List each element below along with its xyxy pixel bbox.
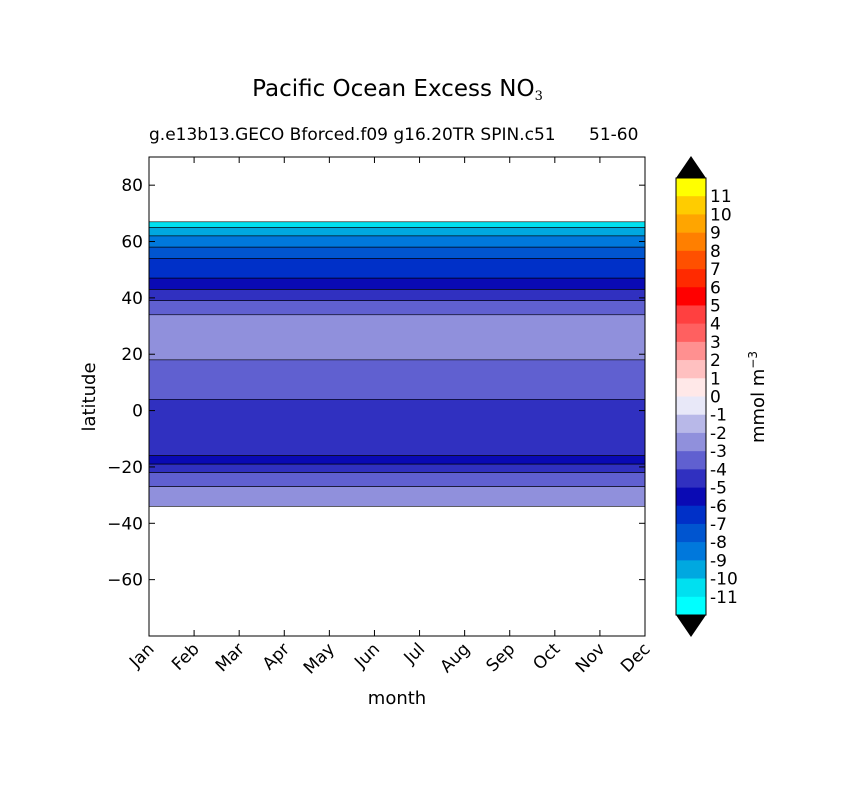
colorbar-tick-label: -7 — [710, 515, 727, 535]
y-axis-label: latitude — [79, 362, 100, 431]
colorbar-swatch — [676, 250, 706, 270]
colorbar-tick-label: 4 — [710, 315, 721, 335]
chart-subtitle-right: 51-60 — [589, 125, 639, 145]
colorbar-swatch — [676, 341, 706, 361]
y-tick-label: 20 — [121, 345, 143, 365]
x-tick-label: Oct — [529, 639, 564, 674]
colorbar-swatch — [676, 596, 706, 616]
contour-band-6 — [148, 289, 646, 302]
contour-band-11 — [148, 455, 646, 465]
colorbar-tick-label: 2 — [710, 351, 721, 371]
y-tick-label: 40 — [121, 289, 143, 309]
contour-band-5 — [148, 277, 646, 290]
colorbar-swatch — [676, 560, 706, 579]
colorbar-swatch — [676, 287, 706, 306]
x-tick-label: Aug — [437, 639, 475, 677]
colorbar-swatch — [676, 523, 706, 543]
colorbar-tick-label: 6 — [710, 278, 721, 298]
y-tick-label: 80 — [121, 176, 143, 196]
contour-band-13 — [148, 472, 646, 487]
colorbar-swatch — [676, 578, 706, 598]
contour-band-0 — [148, 221, 646, 228]
x-tick-label: Sep — [482, 639, 519, 676]
contour-band-7 — [148, 300, 646, 316]
colorbar-swatch — [676, 232, 706, 252]
chart-title: Pacific Ocean Excess NO3 — [252, 76, 543, 104]
colorbar-swatch — [676, 505, 706, 525]
contour-band-9 — [148, 359, 646, 400]
x-tick-label: Jun — [350, 639, 384, 673]
colorbar-tick-label: 1 — [710, 369, 721, 389]
colorbar-tick-label: -1 — [710, 406, 727, 426]
x-tick-label: Feb — [168, 639, 203, 674]
colorbar-swatch — [676, 378, 706, 397]
contour-band-10 — [148, 399, 646, 456]
colorbar-tick-label: -9 — [710, 551, 727, 571]
x-tick-label: Mar — [212, 639, 249, 676]
colorbar-under-arrow — [676, 615, 706, 637]
colorbar-swatch — [676, 414, 706, 434]
colorbar-tick-label: -10 — [710, 570, 738, 590]
colorbar-tick-label: 5 — [710, 296, 721, 316]
chart-subtitle: g.e13b13.GECO Bforced.f09 g16.20TR SPIN.… — [149, 125, 556, 145]
contour-band-4 — [148, 258, 646, 279]
x-tick-label: Nov — [572, 639, 610, 677]
y-tick-label: −60 — [107, 571, 143, 591]
colorbar-frame — [675, 177, 707, 616]
colorbar-swatch — [676, 396, 706, 416]
colorbar-tick-label: 9 — [710, 224, 721, 244]
contour-band-14 — [148, 486, 646, 507]
colorbar-tick-label: -11 — [710, 588, 738, 608]
colorbar-swatch — [676, 305, 706, 324]
colorbar-swatch — [676, 178, 706, 197]
colorbar-swatch — [676, 214, 706, 233]
colorbar-swatch — [676, 323, 706, 343]
colorbar-tick-label: 0 — [710, 388, 721, 408]
contour-band-8 — [148, 314, 646, 361]
colorbar-tick-label: -8 — [710, 533, 727, 553]
contour-band-3 — [148, 246, 646, 259]
colorbar-swatch — [676, 432, 706, 452]
colorbar-tick-label: -4 — [710, 460, 727, 480]
colorbar-tick-label: 10 — [710, 205, 732, 225]
x-tick-label: Jan — [125, 639, 158, 672]
y-tick-label: −20 — [107, 458, 143, 478]
contour-band-2 — [148, 235, 646, 248]
x-tick-label: May — [300, 639, 339, 678]
colorbar-swatch — [676, 469, 706, 488]
colorbar-swatch — [676, 542, 706, 561]
colorbar-swatch — [676, 487, 706, 507]
plot-frame — [148, 156, 646, 637]
contour-bands — [148, 221, 646, 507]
colorbar-tick-label: 3 — [710, 333, 721, 353]
contour-band-12 — [148, 463, 646, 473]
colorbar-label: mmol m−3 — [746, 351, 769, 443]
colorbar-tick-label: 11 — [710, 187, 732, 207]
colorbar-over-arrow — [676, 156, 706, 178]
colorbar-tick-label: -6 — [710, 497, 727, 517]
x-tick-label: Dec — [617, 639, 654, 676]
colorbar-tick-label: -5 — [710, 479, 727, 499]
colorbar-swatch — [676, 451, 706, 470]
x-tick-label: Apr — [259, 639, 294, 674]
colorbar-swatch — [676, 360, 706, 379]
y-tick-label: 0 — [132, 402, 143, 422]
y-tick-label: 60 — [121, 233, 143, 253]
y-axis-ticks: 80 60 40 20 0 −20 −40 −60 — [107, 176, 645, 591]
y-tick-label: −40 — [107, 514, 143, 534]
colorbar-tick-label: -2 — [710, 424, 727, 444]
colorbar-swatch — [676, 269, 706, 288]
x-axis-label: month — [368, 688, 426, 709]
colorbar-tick-label: 7 — [710, 260, 721, 280]
contour-band-1 — [148, 227, 646, 237]
x-tick-label: Jul — [400, 639, 429, 668]
colorbar-tick-label: -3 — [710, 442, 727, 462]
colorbar-tick-label: 8 — [710, 242, 721, 262]
colorbar-swatch — [676, 196, 706, 215]
